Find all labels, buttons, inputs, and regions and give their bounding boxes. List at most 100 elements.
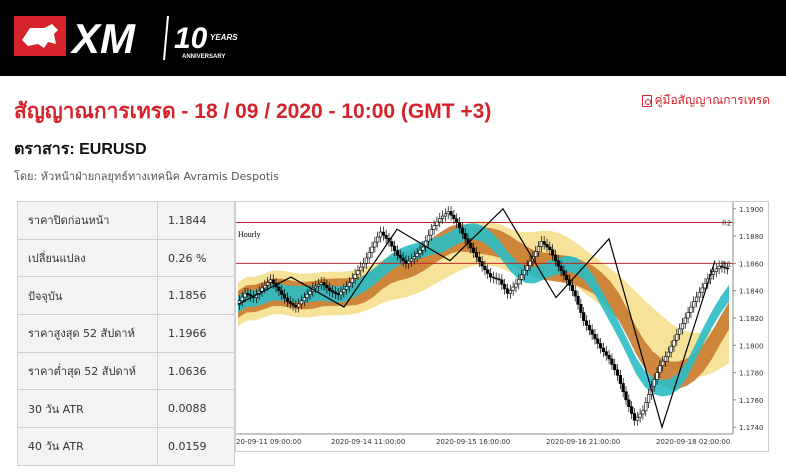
candle-body	[350, 278, 354, 283]
candle-body	[503, 284, 507, 290]
x-tick-label: 2020-09-15 16:00:00	[436, 438, 510, 446]
candle-body	[463, 233, 467, 240]
candle-body	[689, 306, 693, 313]
candle-body	[644, 402, 648, 412]
candle-body	[483, 265, 487, 271]
candle-body	[494, 277, 498, 280]
candle-body	[522, 269, 527, 276]
x-tick-group: 20-09-11 09:00:00 2020-09-14 11:00:00 2020…	[236, 438, 730, 446]
candle-body	[519, 274, 524, 280]
page-title: สัญญาณการเทรด - 18 / 09 / 2020 - 10:00 (…	[14, 100, 492, 123]
candle-body	[517, 279, 521, 285]
y-tick-label: 1.1780	[739, 370, 764, 378]
candle-body	[692, 301, 696, 308]
candle-body	[297, 303, 301, 308]
y-tick-group: 1.1900 1.1880 1.1860 1.1840 1.1820 1.1800 1.17…	[733, 206, 764, 432]
candle-body	[562, 270, 566, 276]
candle-body	[723, 266, 727, 269]
y-tick-label: 1.1740	[739, 424, 764, 432]
y-tick-label: 1.1880	[739, 233, 764, 241]
instrument-label: ตราสาร: EURUSD	[14, 141, 147, 158]
stat-value: 1.1844	[157, 201, 235, 240]
xm-logo[interactable]: XM 10 YEARS ANNIVERSARY	[14, 14, 244, 62]
logo-badge-years: YEARS	[210, 33, 238, 42]
candle-body	[384, 234, 388, 239]
candle-body	[407, 260, 411, 264]
candle-body	[661, 360, 665, 367]
candle-body	[599, 343, 603, 349]
logo-text: XM	[70, 15, 136, 62]
candle-body	[641, 410, 645, 415]
candle-body	[395, 250, 400, 256]
stats-row: 40 วัน ATR 0.0159	[17, 427, 235, 466]
candle-body	[412, 256, 416, 260]
candle-body	[328, 287, 332, 292]
x-tick-label: 20-09-11 09:00:00	[236, 438, 301, 446]
candle-body	[359, 266, 363, 271]
candle-body	[720, 265, 724, 268]
candle-body	[356, 270, 360, 275]
stats-row: ปัจจุบัน 1.1856	[17, 276, 235, 316]
candle-body	[390, 241, 394, 247]
stat-value: 0.0159	[157, 427, 235, 466]
candle-body	[455, 218, 459, 223]
candle-body	[655, 372, 659, 380]
candle-body	[646, 394, 651, 403]
candle-body	[373, 241, 377, 248]
candle-body	[294, 304, 298, 308]
candle-body	[624, 391, 628, 401]
candle-body	[393, 245, 397, 251]
candle-body	[339, 291, 343, 296]
candle-body	[333, 291, 337, 294]
candle-body	[263, 284, 267, 289]
candle-body	[378, 231, 383, 238]
candle-body	[573, 290, 577, 297]
candle-body	[579, 304, 583, 313]
candle-body	[714, 268, 718, 272]
candle-body	[601, 347, 606, 352]
stats-row: ราคาต่ำสุด 52 สัปดาห์ 1.0636	[17, 351, 235, 391]
candle-body	[438, 218, 442, 223]
candle-body	[415, 253, 419, 257]
candle-body	[418, 249, 422, 254]
candle-body	[508, 289, 512, 294]
candle-body	[536, 246, 541, 252]
stat-value: 1.1856	[157, 276, 235, 316]
candle-body	[559, 265, 563, 271]
orange-band	[238, 224, 729, 389]
candle-body	[486, 269, 490, 274]
candle-body	[325, 284, 329, 289]
candle-body	[361, 263, 366, 268]
stat-label: ราคาปิดก่อนหน้า	[17, 201, 158, 240]
candle-body	[347, 282, 352, 287]
candle-body	[240, 296, 244, 302]
y-tick-label: 1.1820	[739, 315, 764, 323]
stat-value: 1.1966	[157, 314, 235, 353]
candle-body	[404, 260, 408, 264]
candle-body	[432, 225, 436, 230]
candle-body	[305, 294, 309, 298]
candle-body	[551, 249, 555, 256]
bull-icon	[22, 24, 58, 48]
candle-body	[268, 279, 273, 283]
candle-body	[545, 244, 549, 248]
candle-body	[694, 296, 699, 302]
chart-levels: R2 R1	[236, 219, 733, 268]
candle-body	[587, 324, 591, 331]
candle-body	[590, 329, 594, 335]
candle-body	[576, 295, 580, 305]
candle-body	[457, 222, 462, 229]
candle-body	[505, 288, 510, 294]
candle-body	[285, 297, 289, 302]
candle-body	[525, 265, 529, 271]
stat-label: ราคาต่ำสุด 52 สัปดาห์	[17, 351, 158, 391]
candle-body	[472, 247, 476, 253]
trading-signal-guide-link[interactable]: คู่มือสัญญาณการเทรด	[641, 91, 770, 110]
candle-body	[266, 282, 270, 286]
stats-row: 30 วัน ATR 0.0088	[17, 389, 235, 429]
candle-body	[703, 283, 707, 289]
candle-body	[542, 241, 546, 245]
top-bar: XM 10 YEARS ANNIVERSARY	[0, 0, 786, 76]
candle-body	[725, 267, 730, 270]
candle-body	[584, 320, 589, 326]
